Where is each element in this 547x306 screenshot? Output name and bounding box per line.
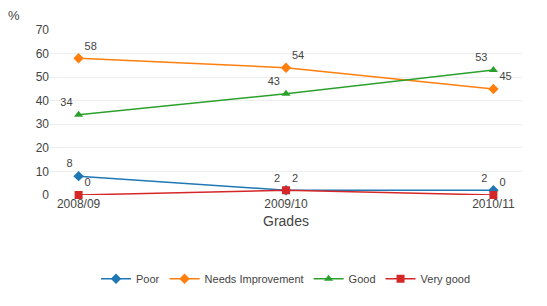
svg-text:Poor: Poor (136, 273, 160, 285)
svg-text:43: 43 (268, 75, 280, 87)
svg-text:60: 60 (36, 47, 50, 61)
svg-text:2010/11: 2010/11 (472, 197, 515, 211)
svg-text:2: 2 (481, 172, 487, 184)
svg-text:53: 53 (475, 51, 487, 63)
svg-text:40: 40 (36, 94, 50, 108)
svg-text:Very good: Very good (421, 273, 471, 285)
svg-text:Good: Good (349, 273, 376, 285)
svg-text:2009/10: 2009/10 (264, 197, 308, 211)
svg-text:%: % (8, 8, 20, 23)
svg-text:30: 30 (36, 117, 50, 131)
svg-text:0: 0 (42, 188, 49, 202)
svg-text:2008/09: 2008/09 (57, 197, 101, 211)
svg-text:54: 54 (292, 49, 304, 61)
svg-text:34: 34 (60, 96, 72, 108)
svg-text:2: 2 (292, 172, 298, 184)
svg-text:0: 0 (85, 176, 91, 188)
svg-text:2: 2 (274, 172, 280, 184)
svg-text:70: 70 (36, 23, 50, 37)
svg-text:45: 45 (499, 70, 511, 82)
svg-text:Needs Improvement: Needs Improvement (205, 273, 304, 285)
svg-text:10: 10 (36, 165, 50, 179)
svg-text:58: 58 (85, 40, 97, 52)
svg-text:50: 50 (36, 70, 50, 84)
svg-text:20: 20 (36, 141, 50, 155)
svg-text:8: 8 (66, 157, 72, 169)
svg-text:0: 0 (499, 176, 505, 188)
svg-text:Grades: Grades (263, 213, 309, 229)
